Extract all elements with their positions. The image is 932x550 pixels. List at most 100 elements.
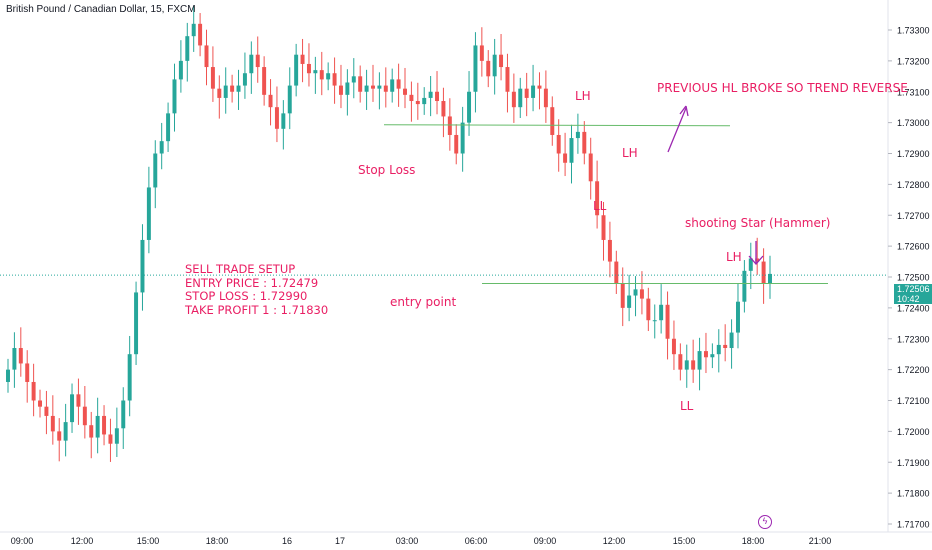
x-tick-label: 16 <box>282 536 292 546</box>
candle-bear <box>338 85 343 95</box>
x-tick-label: 12:00 <box>71 536 94 546</box>
y-tick-label: 1.73000 <box>897 118 930 128</box>
lightning-icon[interactable]: ϟ <box>758 515 772 529</box>
stop-loss-line <box>383 124 731 127</box>
arrow-down-head <box>748 255 764 265</box>
candle-bull <box>697 351 702 370</box>
candle-bear <box>511 91 516 108</box>
candle-bull <box>249 54 254 74</box>
candle-bull <box>768 273 772 284</box>
level-lines-layer <box>0 124 888 284</box>
candle-bull <box>114 428 119 444</box>
x-tick-label: 09:00 <box>11 536 34 546</box>
candle-bull <box>531 85 536 98</box>
candle-bear <box>678 354 683 370</box>
trend-reverse-note: PREVIOUS HL BROKE SO TREND REVERSE <box>657 81 908 95</box>
y-tick-label: 1.73100 <box>897 87 930 97</box>
candle-bear <box>358 76 363 92</box>
candle-bull <box>748 258 753 271</box>
y-tick-label: 1.72000 <box>897 427 930 437</box>
candle-bear <box>396 79 401 89</box>
last-price-value: 1.72506 <box>897 284 930 294</box>
y-tick-label: 1.72700 <box>897 211 930 221</box>
arrows-layer <box>667 105 764 265</box>
x-tick-label: 12:00 <box>603 536 626 546</box>
candle-bull <box>191 23 196 37</box>
candle-bear <box>486 60 491 77</box>
candle-bear <box>454 134 459 154</box>
candle-bull <box>236 85 241 92</box>
candle-bear <box>620 283 625 308</box>
candle-bear <box>703 351 708 358</box>
candle-bear <box>89 425 94 438</box>
y-tick-label: 1.73200 <box>897 56 930 66</box>
candle-bull <box>294 54 299 86</box>
candle-bear <box>447 116 452 135</box>
candle-bear <box>614 261 619 284</box>
candle-bull <box>710 354 715 358</box>
y-tick-label: 1.73300 <box>897 26 930 36</box>
candle-bear <box>409 94 414 102</box>
candle-bear <box>435 91 440 102</box>
candle-bear <box>403 88 407 95</box>
candle-bull <box>716 344 721 355</box>
y-tick-label: 1.72900 <box>897 149 930 159</box>
candle-bull <box>281 113 286 129</box>
setup-stop-loss: STOP LOSS : 1.72990 <box>185 289 308 303</box>
candle-bear <box>505 67 510 92</box>
y-tick-label: 1.71800 <box>897 489 930 499</box>
x-tick-label: 09:00 <box>534 536 557 546</box>
candle-bear <box>563 153 568 163</box>
candle-bull <box>422 97 427 105</box>
stop-loss-label: Stop Loss <box>358 163 416 177</box>
x-tick-label: 18:00 <box>206 536 229 546</box>
candle-bull <box>742 270 747 302</box>
candle-bull <box>166 113 171 142</box>
candle-bear <box>415 101 420 105</box>
candle-bear <box>671 338 676 355</box>
candle-bear <box>102 415 107 435</box>
y-tick-label: 1.72400 <box>897 303 930 313</box>
x-tick-label: 15:00 <box>673 536 696 546</box>
candle-bull <box>659 304 664 321</box>
candle-bear <box>82 406 87 426</box>
candle-bear <box>601 215 606 240</box>
y-tick-label: 1.72800 <box>897 180 930 190</box>
candle-bear <box>441 101 446 117</box>
setup-title: SELL TRADE SETUP <box>185 262 296 276</box>
candle-bear <box>18 348 23 364</box>
chart-grid <box>0 0 932 533</box>
candle-bear <box>262 67 267 95</box>
price-axis[interactable]: 1.73300 1.73200 1.73100 1.73000 1.72900 1.728… <box>888 26 930 530</box>
candle-bear <box>44 406 49 416</box>
arrow-up-line <box>667 107 687 153</box>
candle-bear <box>691 360 696 370</box>
candle-bull <box>95 415 100 438</box>
time-axis[interactable]: 09:00 12:00 15:00 18:00 16 17 03:00 06:00 09:00 1… <box>11 536 832 546</box>
candle-bull <box>569 138 574 163</box>
last-price-tag: 1.72506 10:42 <box>894 284 932 304</box>
candle-bear <box>25 363 30 382</box>
candle-bear <box>550 107 555 135</box>
setup-entry-price: ENTRY PRICE : 1.72479 <box>185 275 319 290</box>
candle-bull <box>134 292 139 355</box>
candle-bull <box>652 320 657 322</box>
candle-bull <box>492 54 497 77</box>
candles-layer <box>6 5 772 462</box>
candle-bull <box>364 85 369 92</box>
candle-bear <box>274 107 279 129</box>
lh-label-3: LH <box>726 250 742 264</box>
candle-bull <box>460 122 465 154</box>
y-tick-label: 1.72200 <box>897 365 930 375</box>
x-tick-label: 06:00 <box>465 536 488 546</box>
symbol-title: British Pound / Canadian Dollar, 15, FXC… <box>6 4 196 15</box>
candle-bull <box>178 60 183 80</box>
candle-bull <box>377 85 382 89</box>
candle-bull <box>428 91 433 98</box>
shooting-star-label: shooting Star (Hammer) <box>685 216 831 230</box>
candle-bull <box>735 301 740 333</box>
candle-bull <box>223 85 228 98</box>
candle-bull <box>575 131 580 139</box>
candle-bull <box>518 88 523 108</box>
